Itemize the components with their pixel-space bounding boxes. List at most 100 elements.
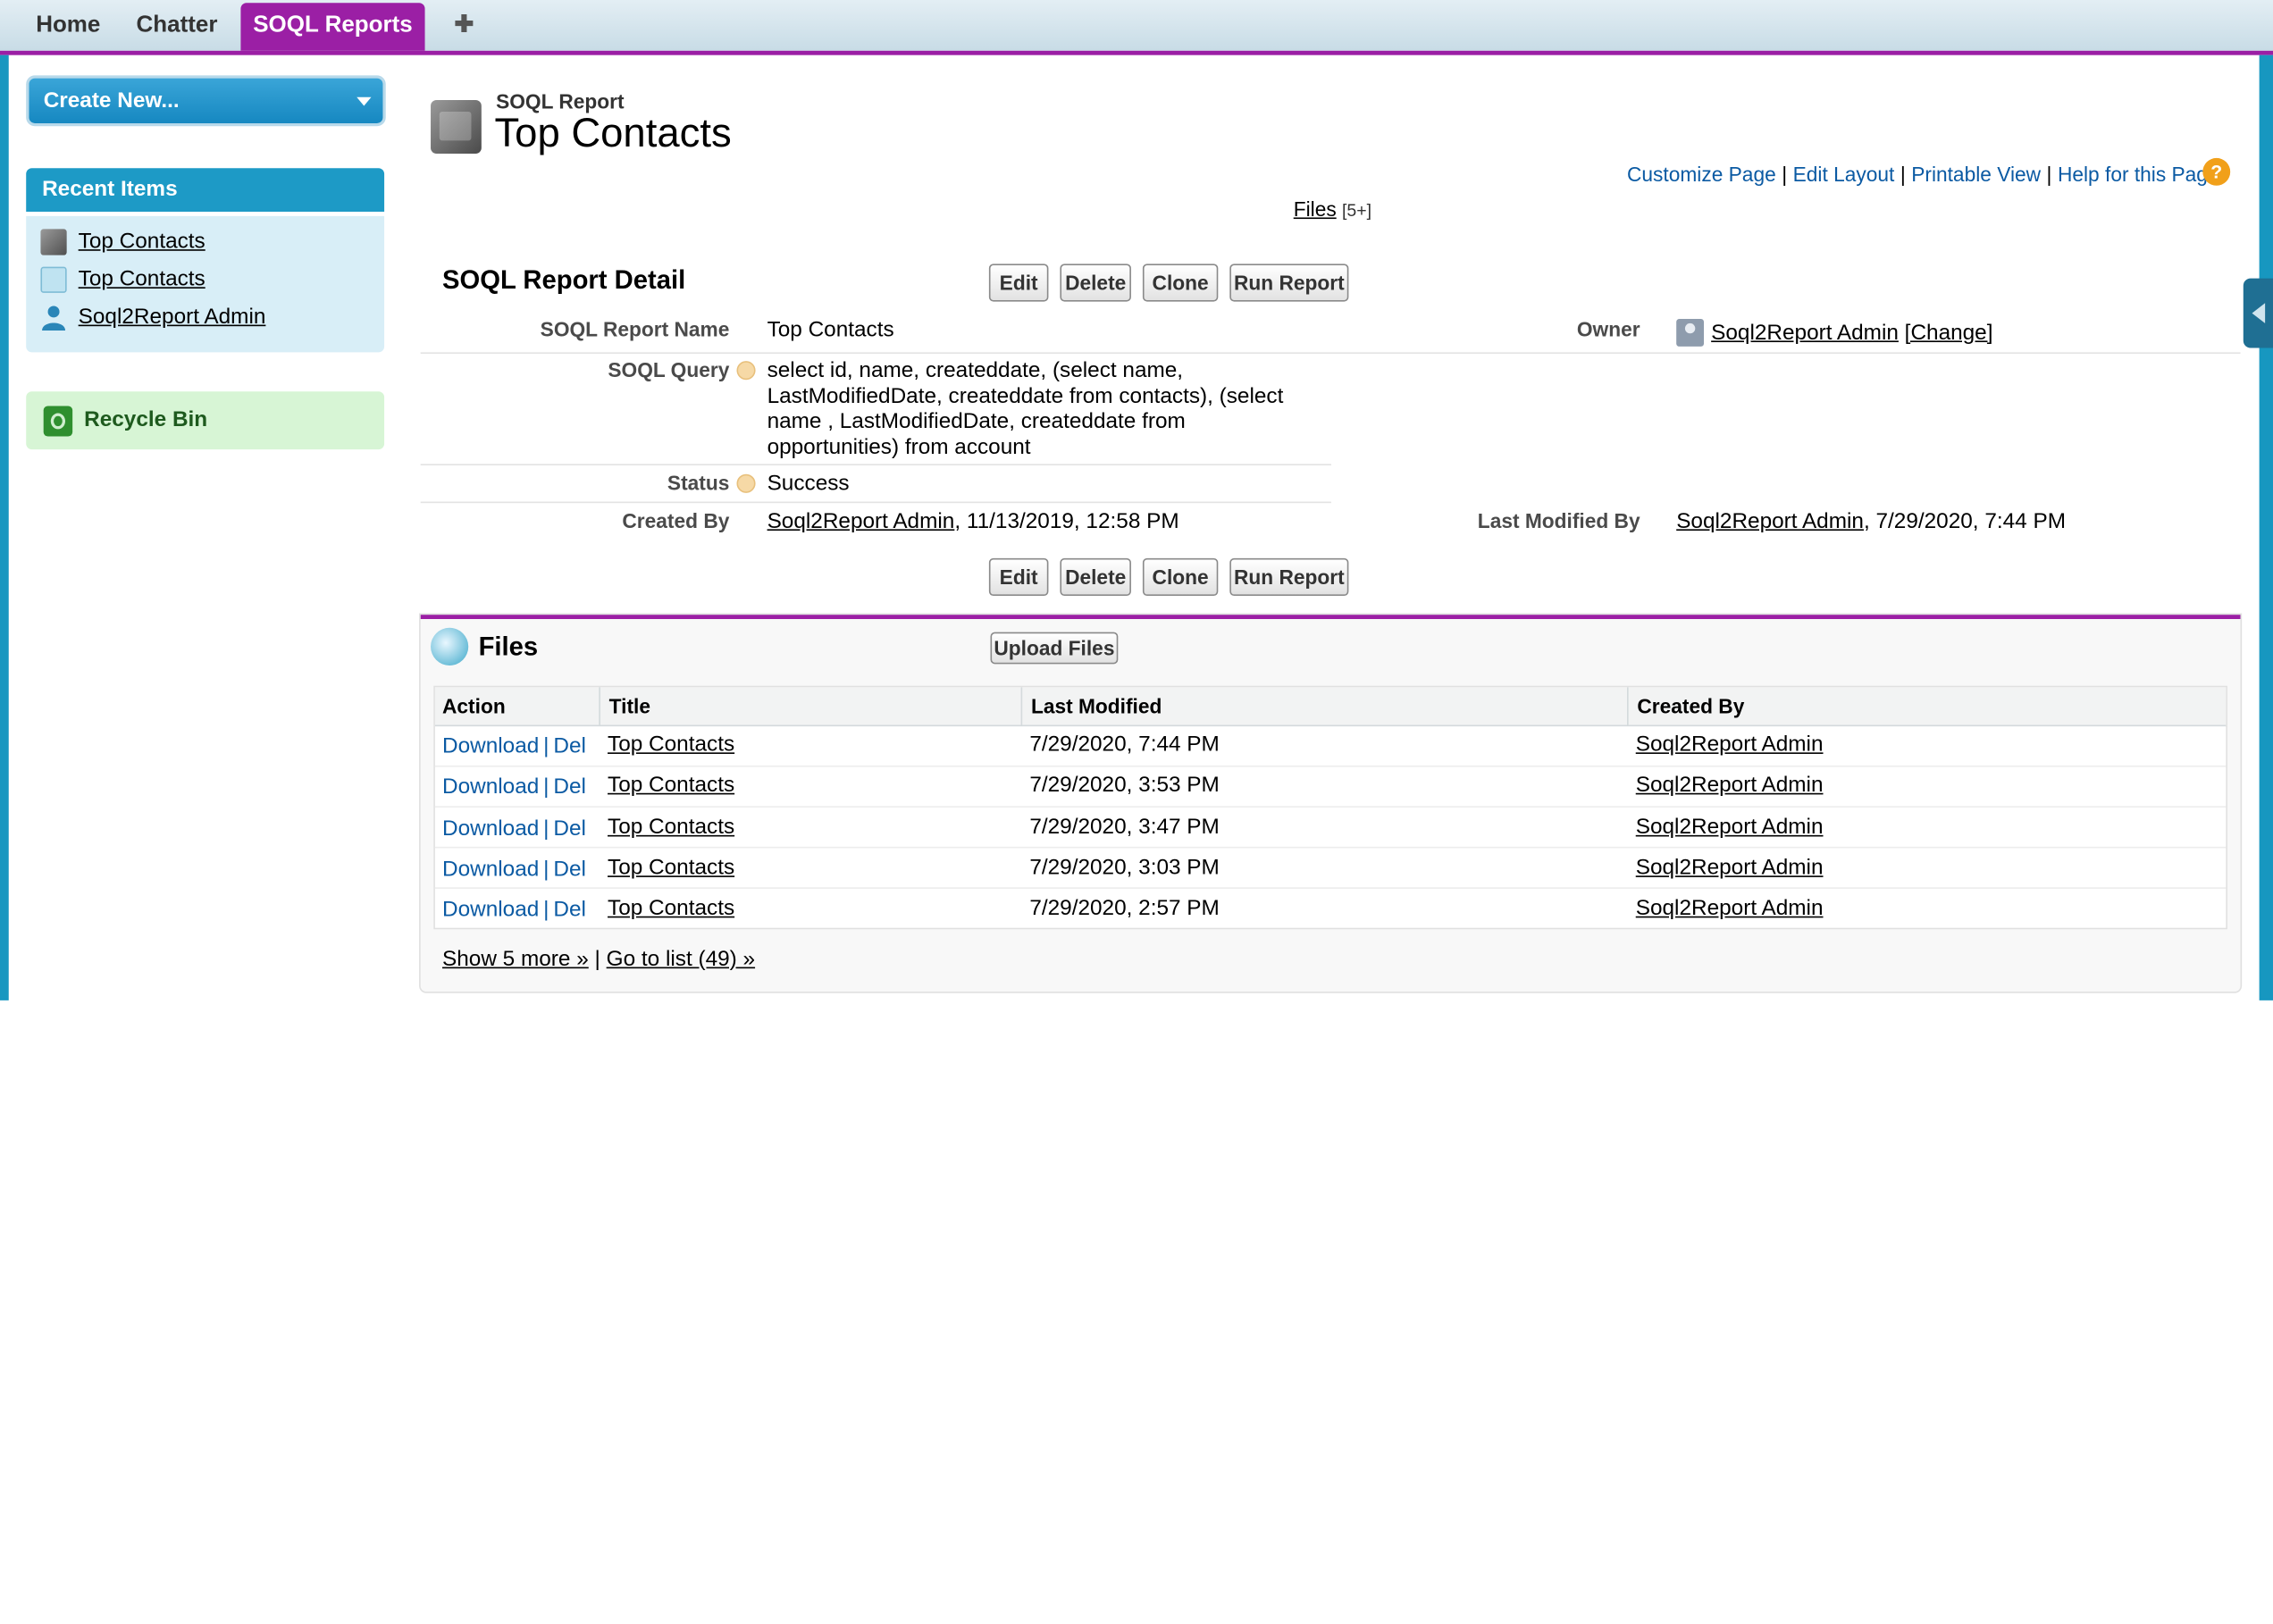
recent-items-list: Top Contacts Top Contacts Soql2Report Ad… [26,215,385,353]
help-icon[interactable] [736,361,756,381]
upload-files-button[interactable]: Upload Files [990,632,1119,665]
edit-layout-link[interactable]: Edit Layout [1792,162,1895,186]
run-report-button[interactable]: Run Report [1229,264,1349,302]
help-icon[interactable] [736,473,756,493]
file-title-link[interactable]: Top Contacts [608,732,735,758]
recent-item-link[interactable]: Soql2Report Admin [78,304,266,330]
row-divider [420,464,1331,465]
row-divider [420,501,1331,504]
file-created-by-link[interactable]: Soql2Report Admin [1635,855,1824,881]
delete-link[interactable]: Del [553,857,586,882]
files-anchor-link[interactable]: Files [1293,197,1337,221]
files-title: Files [478,632,539,662]
file-modified: 7/29/2020, 3:53 PM [1029,773,1220,798]
column-header-created-by: Created By [1637,694,1745,718]
page-frame-left [0,54,9,1000]
download-link[interactable]: Download [442,733,540,758]
delete-button[interactable]: Delete [1060,264,1131,302]
table-row-action: Download | Del [442,816,586,841]
delete-link[interactable]: Del [553,816,586,841]
help-icon[interactable]: ? [2202,157,2231,186]
create-new-button[interactable]: Create New... [29,78,383,123]
object-type-label: SOQL Report [496,89,625,113]
recycle-bin-icon [43,406,73,437]
status-label: Status [667,471,730,495]
file-created-by-link[interactable]: Soql2Report Admin [1635,732,1824,758]
table-row-action: Download | Del [442,897,586,923]
files-footer: Show 5 more » | Go to list (49) » [442,946,756,972]
chevron-down-icon [356,96,372,106]
run-report-button[interactable]: Run Report [1229,557,1349,597]
page-links: Customize Page | Edit Layout | Printable Vie… [1627,162,2219,186]
file-modified: 7/29/2020, 3:47 PM [1029,815,1220,840]
file-icon [40,266,67,293]
edit-button[interactable]: Edit [988,264,1049,302]
column-header-title: Title [608,694,650,718]
owner-link[interactable]: Soql2Report Admin [1711,320,1899,346]
tab-bar: Home Chatter SOQL Reports ✚ [0,0,2273,55]
tab-add-icon[interactable]: ✚ [454,13,474,38]
recycle-bin-link[interactable]: Recycle Bin [26,391,385,450]
last-modified-by-value: Soql2Report Admin, 7/29/2020, 7:44 PM [1676,508,2066,534]
files-anchor: Files [5+] [1294,197,1371,221]
recent-item-link[interactable]: Top Contacts [78,229,205,255]
page-frame-right [2259,54,2273,1000]
row-divider [420,352,2241,355]
file-created-by-link[interactable]: Soql2Report Admin [1635,815,1824,840]
customize-page-link[interactable]: Customize Page [1627,162,1776,186]
sidebar-toggle-button[interactable] [2243,278,2273,348]
file-modified: 7/29/2020, 7:44 PM [1029,732,1220,758]
tab-home[interactable]: Home [36,13,101,38]
created-by-label: Created By [622,508,730,532]
column-header-action: Action [442,694,506,718]
clone-button[interactable]: Clone [1142,264,1219,302]
file-title-link[interactable]: Top Contacts [608,815,735,840]
files-icon [431,627,469,666]
created-by-value: Soql2Report Admin, 11/13/2019, 12:58 PM [767,508,1179,534]
edit-button[interactable]: Edit [988,557,1049,597]
file-title-link[interactable]: Top Contacts [608,896,735,921]
modified-by-link[interactable]: Soql2Report Admin [1676,508,1864,534]
download-link[interactable]: Download [442,857,540,882]
created-by-link[interactable]: Soql2Report Admin [767,508,955,534]
delete-button[interactable]: Delete [1060,557,1131,597]
owner-value: Soql2Report Admin [Change] [1711,321,1992,346]
delete-link[interactable]: Del [553,897,586,923]
download-link[interactable]: Download [442,774,540,799]
file-title-link[interactable]: Top Contacts [608,855,735,881]
recent-item-link[interactable]: Top Contacts [78,266,205,292]
tab-chatter[interactable]: Chatter [136,13,218,38]
user-avatar-icon [1676,319,1705,347]
go-to-list-link[interactable]: Go to list (49) » [606,946,756,972]
clone-button[interactable]: Clone [1142,557,1219,597]
download-link[interactable]: Download [442,816,540,841]
file-created-by-link[interactable]: Soql2Report Admin [1635,896,1824,921]
table-row-action: Download | Del [442,733,586,758]
create-new-label: Create New... [43,88,180,113]
table-header [434,687,2227,727]
show-more-link[interactable]: Show 5 more » [442,946,589,972]
owner-label: Owner [1576,317,1640,341]
chevron-left-icon [2252,303,2266,323]
column-header-last-modified: Last Modified [1030,694,1162,718]
file-created-by-link[interactable]: Soql2Report Admin [1635,773,1824,798]
tab-soql-reports[interactable]: SOQL Reports [240,3,425,51]
file-title-link[interactable]: Top Contacts [608,773,735,798]
change-owner-link[interactable]: [Change] [1904,320,1993,346]
table-row-action: Download | Del [442,857,586,882]
help-link[interactable]: Help for this Page [2057,162,2219,186]
recent-items-header: Recent Items [26,168,385,212]
printable-view-link[interactable]: Printable View [1911,162,2042,186]
download-link[interactable]: Download [442,897,540,923]
soql-query-label: SOQL Query [608,357,730,381]
file-modified: 7/29/2020, 3:03 PM [1029,855,1220,881]
report-name-value: Top Contacts [767,317,894,343]
delete-link[interactable]: Del [553,774,586,799]
delete-link[interactable]: Del [553,733,586,758]
recycle-bin-label: Recycle Bin [84,407,208,432]
status-value: Success [767,471,850,497]
last-modified-by-label: Last Modified By [1477,508,1640,532]
soql-query-value: select id, name, createddate, (select na… [767,357,1284,459]
report-icon [40,229,67,255]
table-row-action: Download | Del [442,774,586,799]
